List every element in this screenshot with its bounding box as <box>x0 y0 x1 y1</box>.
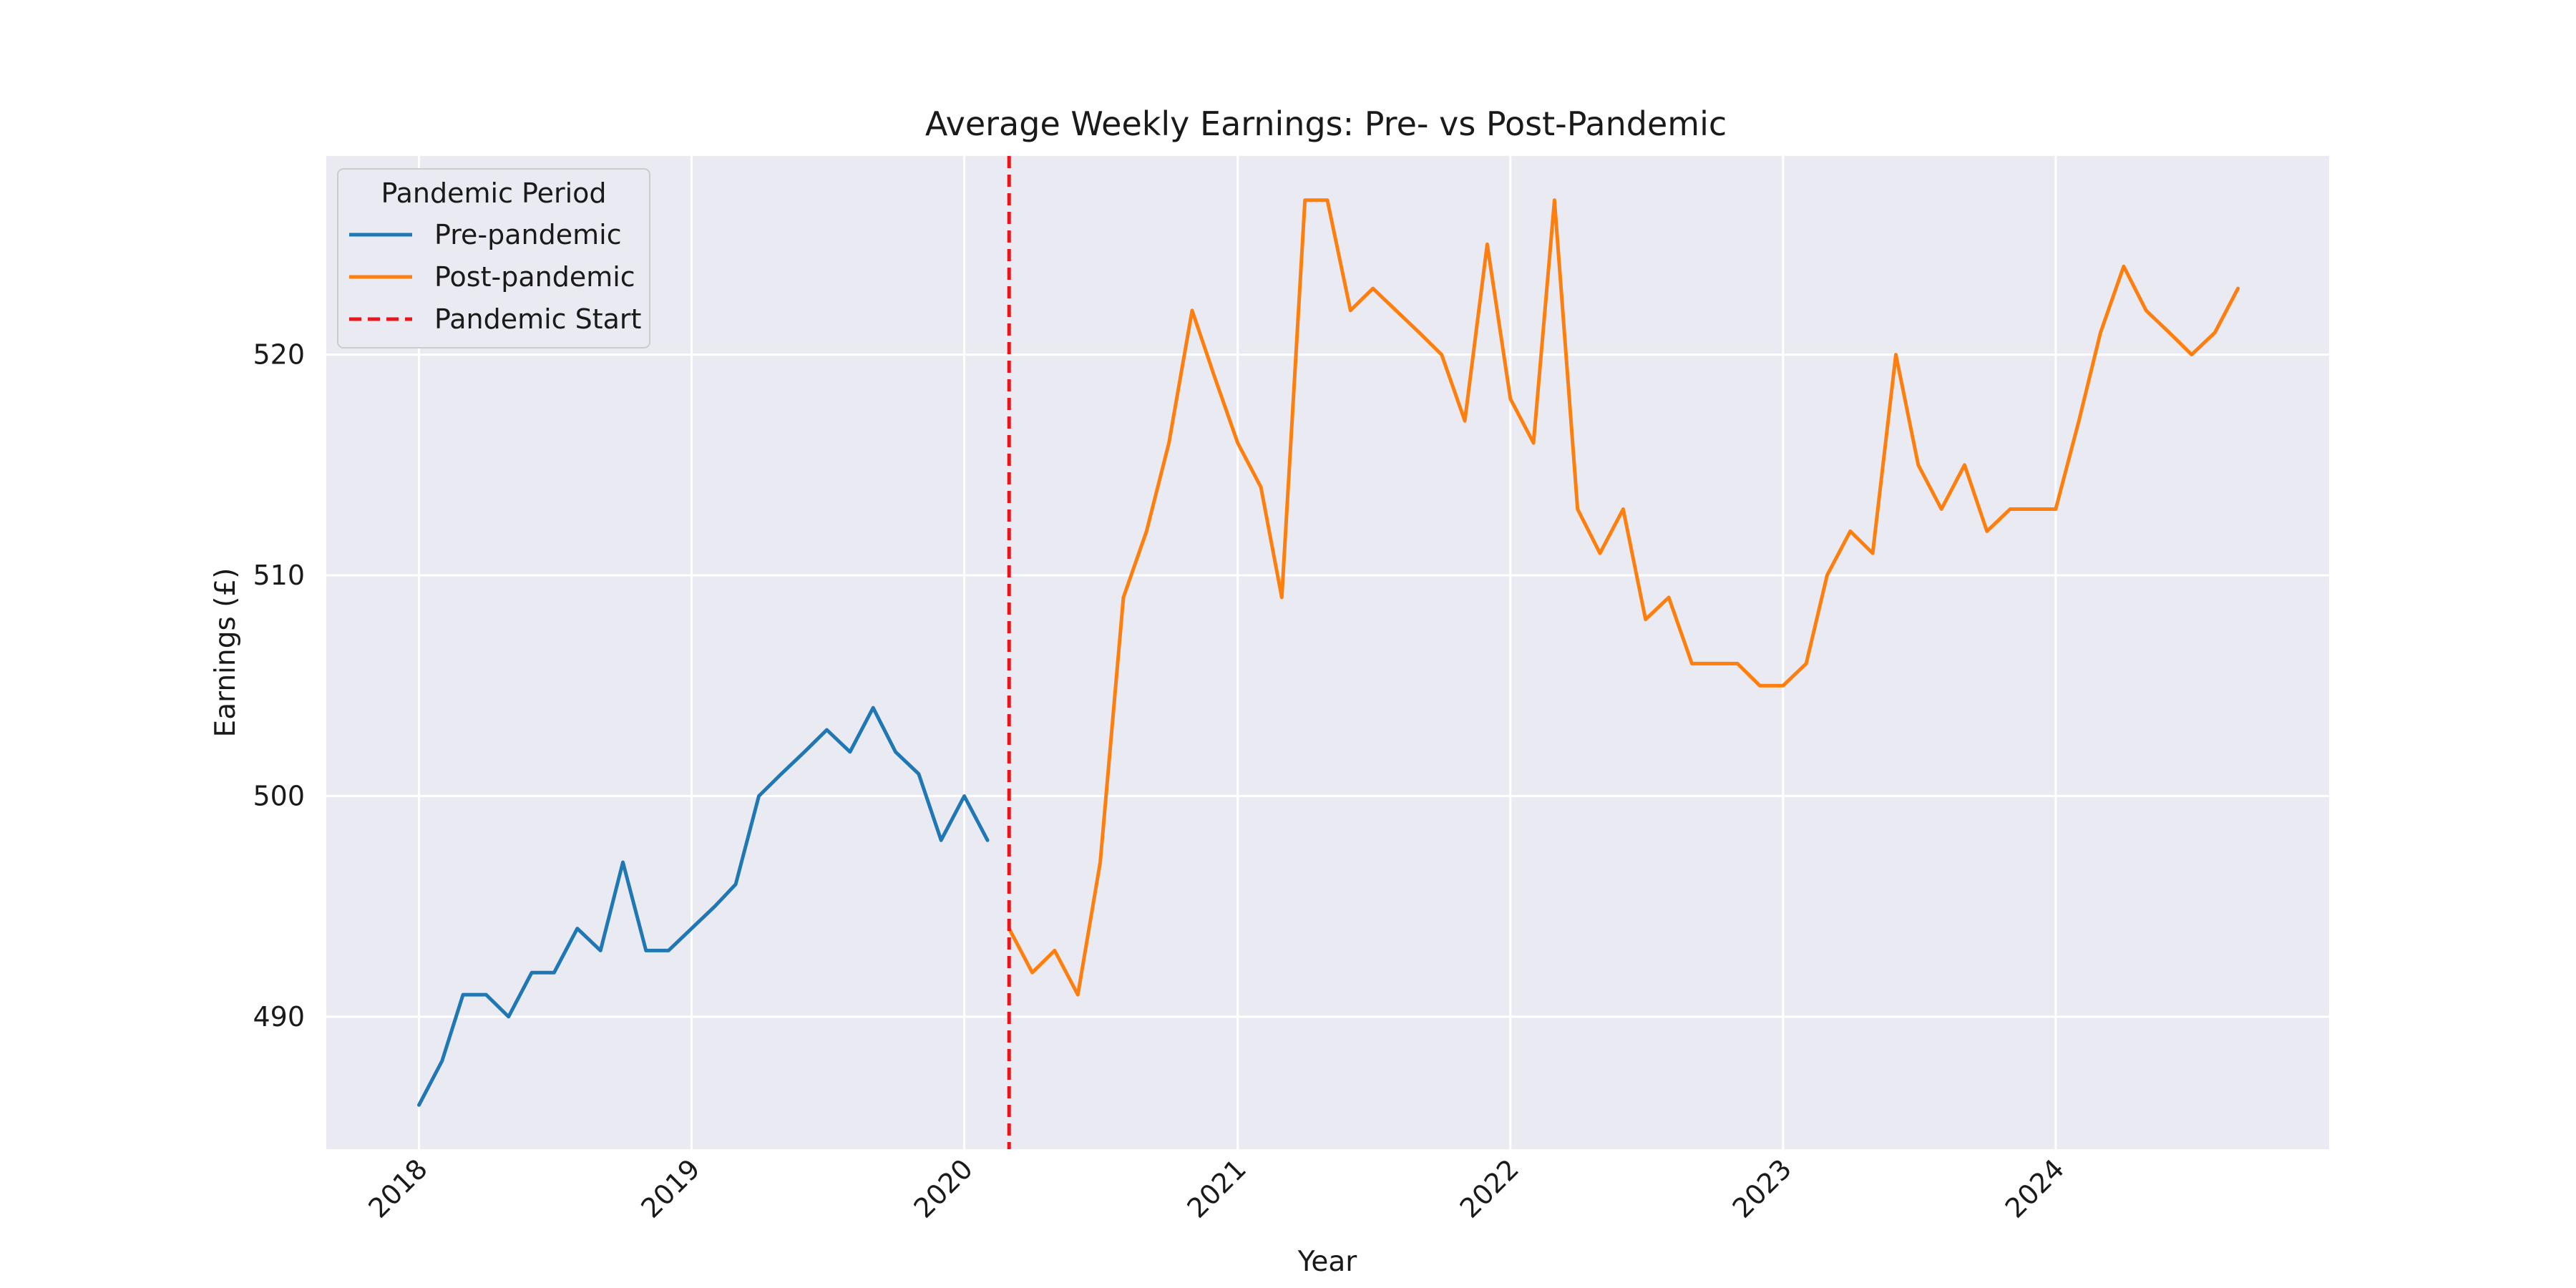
y-tick-label: 520 <box>253 339 305 371</box>
legend-label-post-pandemic: Post-pandemic <box>434 261 635 293</box>
legend-label-pandemic-start: Pandemic Start <box>434 303 641 335</box>
legend-box <box>337 168 650 348</box>
x-tick-label: 2023 <box>1727 1153 1798 1224</box>
grid-lines <box>326 156 2329 1149</box>
y-axis-label: Earnings (£) <box>210 568 242 738</box>
series-line-post-pandemic <box>1007 198 2240 997</box>
chart-title: Average Weekly Earnings: Pre- vs Post-Pa… <box>925 104 1727 143</box>
y-tick-labels: 490 500 510 520 <box>253 339 305 1033</box>
series-lines <box>417 198 2240 1107</box>
plot-area <box>326 156 2329 1149</box>
y-tick-label: 510 <box>253 560 305 591</box>
legend-label-pre-pandemic: Pre-pandemic <box>434 219 622 250</box>
x-tick-labels: 2018 2019 2020 2021 2022 2023 2024 <box>362 1153 2070 1224</box>
x-tick-label: 2018 <box>362 1153 434 1224</box>
x-tick-label: 2019 <box>635 1153 706 1224</box>
y-tick-label: 490 <box>253 1001 305 1033</box>
x-tick-label: 2022 <box>1454 1153 1526 1224</box>
legend: Pandemic Period Pre-pandemic Post-pandem… <box>337 168 650 348</box>
x-tick-label: 2021 <box>1181 1153 1253 1224</box>
series-line-pre-pandemic <box>417 706 990 1107</box>
y-tick-label: 500 <box>253 780 305 811</box>
x-tick-label: 2024 <box>1999 1153 2071 1224</box>
x-axis-label: Year <box>1297 1246 1358 1278</box>
x-tick-label: 2020 <box>907 1153 979 1224</box>
legend-title: Pandemic Period <box>381 177 606 209</box>
